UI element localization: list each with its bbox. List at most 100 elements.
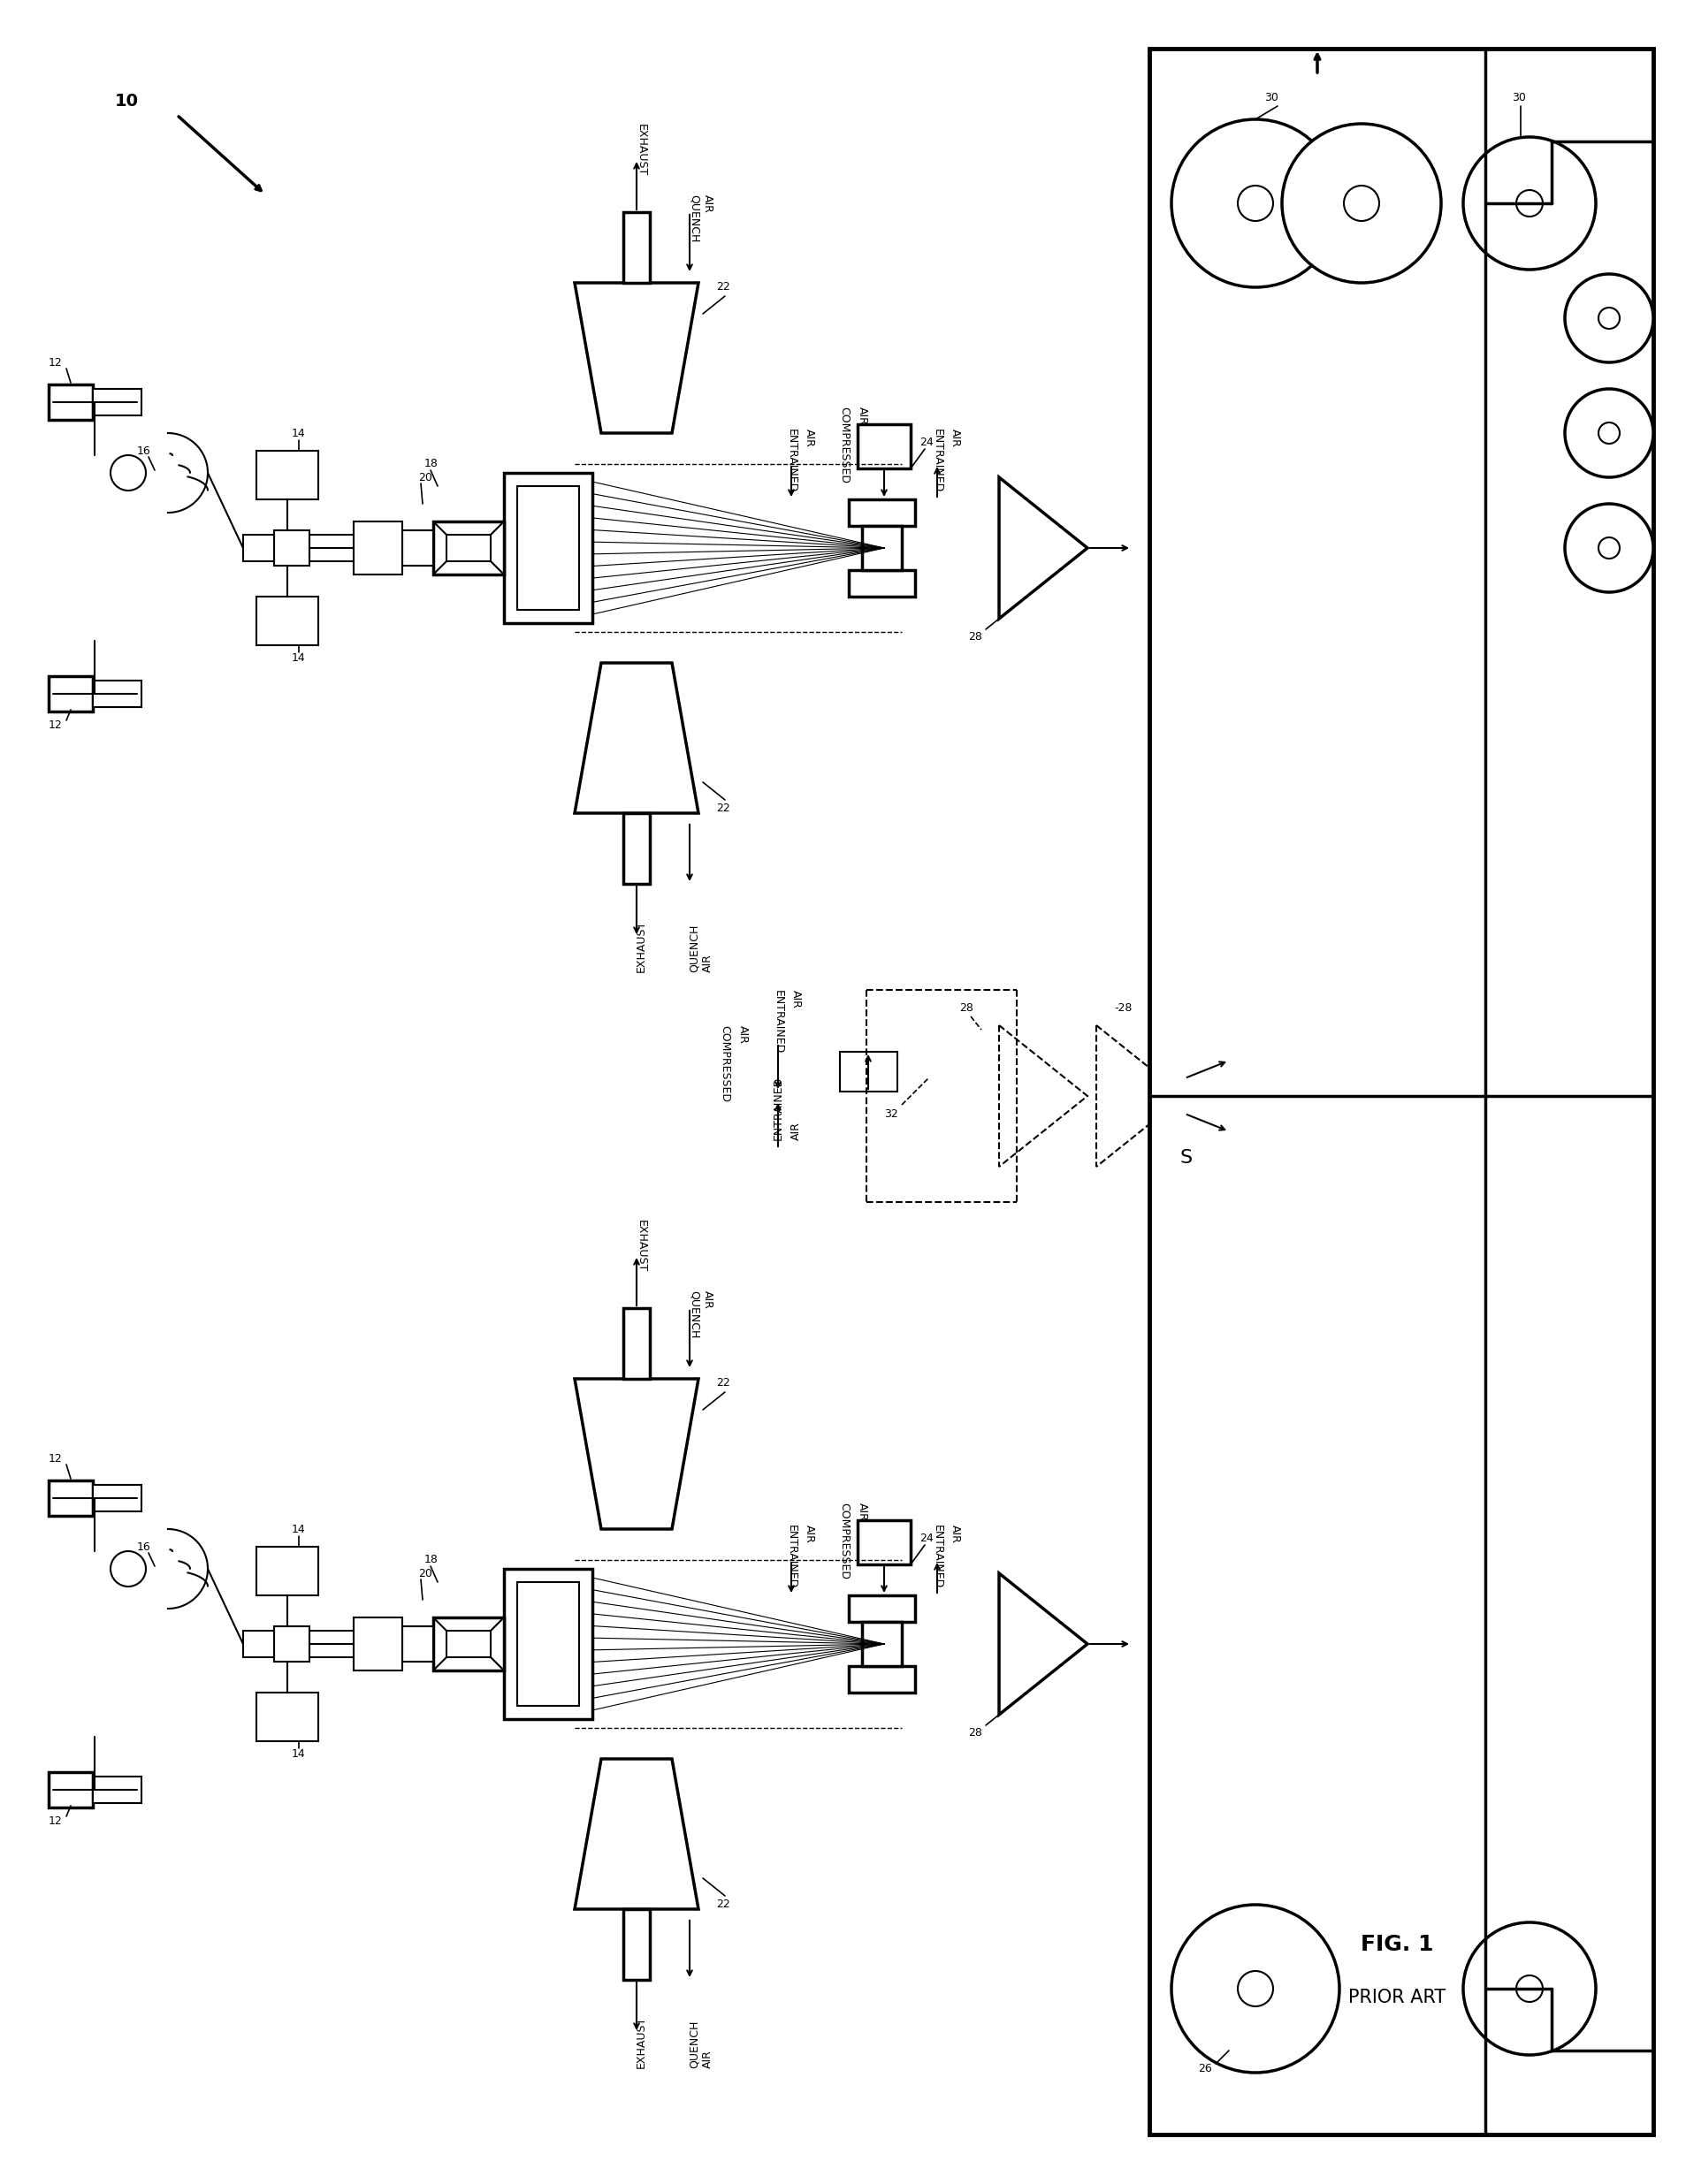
Text: 22: 22 [717,804,730,815]
Text: EXHAUST: EXHAUST [636,1219,647,1271]
Bar [848,570,915,596]
Text: COMPRESSED: COMPRESSED [838,1503,850,1579]
Text: 24: 24 [919,437,934,448]
Text: AIR: AIR [701,2051,713,2068]
Circle shape [1463,1922,1597,2055]
Text: EXHAUST: EXHAUST [636,919,647,972]
Text: 18: 18 [425,459,438,470]
Circle shape [1238,186,1273,221]
Text: 14: 14 [292,653,305,664]
Text: 22: 22 [717,282,730,293]
Circle shape [111,454,147,491]
Bar [93,389,142,415]
Text: 22: 22 [717,1898,730,1911]
Bar [403,531,433,566]
Text: -28: -28 [1114,1002,1131,1013]
Polygon shape [575,1378,698,1529]
Bar [354,522,403,574]
Bar [275,531,310,566]
Text: AIR: AIR [856,1503,868,1520]
Bar [848,1594,915,1623]
Text: 12: 12 [49,1815,62,1826]
Bar [840,1053,897,1092]
Bar [518,1581,578,1706]
Text: 30: 30 [1264,92,1278,103]
Polygon shape [575,664,698,812]
Text: S: S [1180,1149,1192,1166]
Circle shape [1516,190,1543,216]
Text: 16: 16 [137,446,152,456]
Text: 16: 16 [137,1542,152,1553]
Circle shape [1565,505,1654,592]
Bar [354,1618,403,1671]
Bar [433,522,504,574]
Polygon shape [575,284,698,432]
Circle shape [1565,389,1654,478]
Text: 28: 28 [959,1002,973,1013]
Text: 20: 20 [418,472,432,483]
Bar [848,500,915,526]
Text: 30: 30 [1512,92,1526,103]
Bar [433,1618,504,1671]
Circle shape [111,1551,147,1586]
Text: COMPRESSED: COMPRESSED [720,1024,730,1103]
Text: AIR: AIR [701,1291,713,1308]
Text: AIR: AIR [803,1524,814,1544]
Bar [624,812,649,885]
Text: 24: 24 [919,1533,934,1544]
Text: ENTRAINED: ENTRAINED [786,1524,797,1588]
Bar [858,424,910,467]
Bar [49,677,93,712]
Circle shape [1598,537,1620,559]
Circle shape [1516,1974,1543,2003]
Circle shape [1598,308,1620,330]
Bar [243,1631,275,1658]
Bar [447,535,491,561]
Text: QUENCH: QUENCH [688,194,700,242]
Text: QUENCH: QUENCH [688,924,700,972]
Text: 26: 26 [1199,2062,1212,2075]
Text: 28: 28 [968,1728,983,1738]
Bar [49,1481,93,1516]
Polygon shape [1000,1572,1087,1714]
Text: EXHAUST: EXHAUST [636,124,647,177]
Text: 18: 18 [425,1555,438,1566]
Text: EXHAUST: EXHAUST [636,2016,647,2068]
Text: 32: 32 [883,1107,899,1120]
Bar [275,1627,310,1662]
Circle shape [1598,422,1620,443]
Bar [49,384,93,419]
Text: 14: 14 [292,1522,305,1535]
Text: 14: 14 [292,1749,305,1760]
Bar [49,1771,93,1808]
Circle shape [1172,1904,1339,2073]
Circle shape [1565,273,1654,363]
Bar [858,1520,910,1564]
Text: 12: 12 [49,356,62,369]
Text: FIG. 1: FIG. 1 [1361,1933,1433,1955]
Text: QUENCH: QUENCH [688,1291,700,1339]
Text: AIR: AIR [737,1024,749,1044]
Circle shape [1344,186,1379,221]
Text: 10: 10 [115,94,138,109]
Bar [862,1623,902,1666]
Text: 12: 12 [49,719,62,729]
Polygon shape [575,1758,698,1909]
Text: ENTRAINED: ENTRAINED [786,428,797,494]
Text: QUENCH: QUENCH [688,2020,700,2068]
Text: ENTRAINED: ENTRAINED [772,1077,784,1140]
Text: AIR: AIR [803,428,814,448]
Text: AIR: AIR [791,989,801,1009]
Text: AIR: AIR [701,954,713,972]
Bar [504,1568,592,1719]
Circle shape [1463,138,1597,269]
Text: 22: 22 [717,1378,730,1389]
Text: AIR: AIR [856,406,868,426]
Polygon shape [1096,1024,1185,1166]
Bar [624,1909,649,1981]
Circle shape [1172,120,1339,288]
Bar [624,1308,649,1378]
Bar [93,1776,142,1804]
Polygon shape [1000,478,1087,618]
Text: AIR: AIR [791,1123,801,1140]
